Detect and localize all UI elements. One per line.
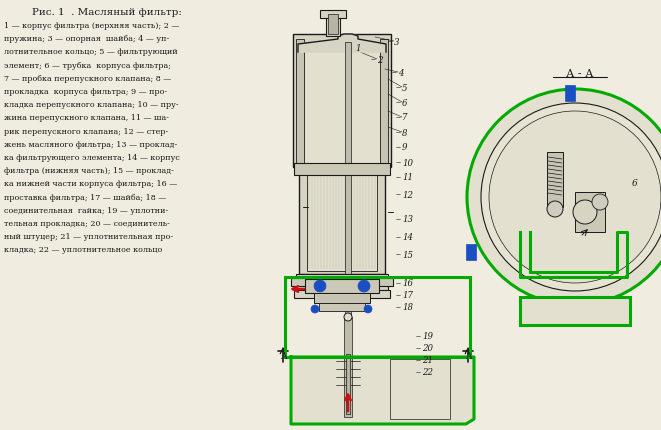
Circle shape [364,305,372,313]
Polygon shape [291,357,474,424]
Text: ка нижней части корпуса фильтра; 16 —: ка нижней части корпуса фильтра; 16 — [4,180,177,188]
Bar [344,317,352,417]
Bar [319,303,365,311]
Polygon shape [298,35,386,53]
Text: ка фильтрующего элемента; 14 — корпус: ка фильтрующего элемента; 14 — корпус [4,154,180,162]
Circle shape [547,202,563,218]
Text: 7: 7 [402,113,407,122]
Text: элемент; 6 — трубка  корпуса фильтра;: элемент; 6 — трубка корпуса фильтра; [4,61,171,69]
Bar [291,278,393,286]
Text: 22: 22 [422,368,433,377]
Text: лотнительное кольцо; 5 — фильтрующий: лотнительное кольцо; 5 — фильтрующий [4,48,178,56]
Text: тельная прокладка; 20 — соединитель-: тельная прокладка; 20 — соединитель- [4,219,170,227]
Text: кладка; 22 — уплотнительное кольцо: кладка; 22 — уплотнительное кольцо [4,246,162,254]
Text: кладка перепускного клапана; 10 — пру-: кладка перепускного клапана; 10 — пру- [4,101,178,109]
Text: 6: 6 [632,178,638,187]
Text: А - А: А - А [566,69,594,79]
Bar [575,193,605,233]
Text: 14: 14 [402,233,413,242]
Text: рик перепускного клапана; 12 — стер-: рик перепускного клапана; 12 — стер- [4,127,169,135]
Text: 18: 18 [402,303,413,312]
Circle shape [344,313,352,321]
Bar [466,244,476,261]
Circle shape [467,90,661,305]
Text: 10: 10 [402,158,413,167]
Text: 7 — пробка перепускного клапана; 8 —: 7 — пробка перепускного клапана; 8 — [4,75,171,83]
Circle shape [481,104,661,291]
Bar [345,43,351,342]
Text: 20: 20 [422,344,433,353]
Text: прокладка  корпуса фильтра; 9 — про-: прокладка корпуса фильтра; 9 — про- [4,88,167,96]
Text: 1: 1 [355,43,360,52]
Bar [346,354,350,414]
Circle shape [311,305,319,313]
Text: 4: 4 [398,68,403,77]
Text: ный штуцер; 21 — уплотнительная про-: ный штуцер; 21 — уплотнительная про- [4,233,173,241]
Text: Рис. 1  . Масляный фильтр:: Рис. 1 . Масляный фильтр: [32,8,182,17]
Bar [294,290,390,298]
Circle shape [314,280,326,292]
Bar [565,86,575,102]
Text: жень масляного фильтра; 13 — проклад-: жень масляного фильтра; 13 — проклад- [4,141,177,148]
Bar [305,280,379,293]
Bar [390,359,450,419]
Bar [285,277,470,357]
Text: жина перепускного клапана, 11 — ша-: жина перепускного клапана, 11 — ша- [4,114,169,122]
Text: проставка фильтра; 17 — шайба; 18 —: проставка фильтра; 17 — шайба; 18 — [4,193,167,201]
Text: 5: 5 [402,83,407,92]
Circle shape [358,280,370,292]
Text: 13: 13 [402,215,413,224]
Circle shape [573,200,597,224]
Text: 8: 8 [402,128,407,137]
Text: 16: 16 [402,279,413,288]
Text: 9: 9 [402,143,407,152]
Text: фильтра (нижняя часть); 15 — проклад-: фильтра (нижняя часть); 15 — проклад- [4,167,174,175]
Text: 1 — корпус фильтра (верхняя часть); 2 —: 1 — корпус фильтра (верхняя часть); 2 — [4,22,179,30]
Bar [301,43,383,166]
Text: A: A [465,352,471,361]
Text: 15: 15 [402,250,413,259]
Text: 3: 3 [394,37,399,46]
Bar [307,171,377,271]
Text: соединительная  гайка; 19 — уплотни-: соединительная гайка; 19 — уплотни- [4,206,169,214]
Bar [547,153,563,208]
Bar [293,35,391,168]
Text: 19: 19 [422,332,433,341]
Bar [326,15,340,37]
Bar [380,40,388,165]
Bar [296,40,304,165]
Text: пружина; 3 — опорная  шайба; 4 — уп-: пружина; 3 — опорная шайба; 4 — уп- [4,35,169,43]
Circle shape [592,194,608,211]
Text: 6: 6 [402,98,407,107]
Bar [314,293,370,303]
Bar [294,164,390,175]
Bar [328,15,338,35]
Text: 12: 12 [402,190,413,199]
Bar [299,168,385,274]
Text: 17: 17 [402,291,413,300]
Bar [296,274,388,290]
Text: A: A [280,352,286,361]
Circle shape [489,112,661,283]
Text: 2: 2 [377,55,383,64]
Bar [520,297,630,325]
Bar [320,11,346,19]
Text: 11: 11 [402,173,413,182]
Text: 21: 21 [422,356,433,365]
